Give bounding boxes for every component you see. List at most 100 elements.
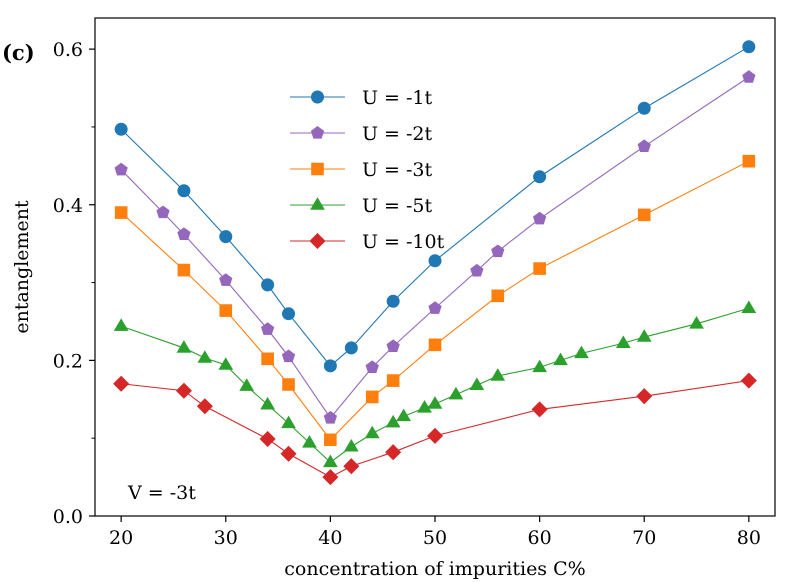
data-point-u-5t: [490, 368, 506, 381]
data-point-u-10t: [259, 430, 276, 447]
data-point-u-5t: [636, 329, 652, 342]
data-point-u-2t: [114, 162, 128, 176]
data-point-u-3t: [324, 433, 337, 447]
data-point-u-3t: [742, 154, 756, 168]
x-tick-label: 20: [109, 527, 133, 549]
data-point-u-10t: [280, 445, 297, 462]
y-tick-label: 0.2: [53, 350, 83, 372]
data-point-u-5t: [323, 454, 338, 468]
data-point-u-5t: [469, 377, 485, 391]
legend-label-u-3t: U = -3t: [362, 159, 433, 181]
legend-label-u-1t: U = -1t: [362, 87, 433, 109]
data-point-u-1t: [219, 230, 233, 244]
data-point-u-5t: [113, 318, 129, 331]
data-point-u-2t: [365, 360, 379, 374]
legend-label-u-2t: U = -2t: [362, 123, 433, 145]
series-u-3t: [114, 154, 756, 447]
data-point-u-1t: [742, 40, 756, 54]
data-point-u-2t: [532, 211, 547, 225]
data-point-u-5t: [302, 435, 317, 448]
data-point-u-10t: [426, 427, 444, 444]
x-tick-label: 40: [318, 527, 342, 549]
data-point-u-10t: [636, 388, 653, 405]
data-point-u-2t: [428, 301, 442, 314]
data-point-u-5t: [343, 438, 359, 452]
data-point-u-5t: [176, 340, 192, 353]
data-point-u-3t: [261, 352, 274, 366]
data-point-u-1t: [637, 101, 651, 115]
legend-label-u-5t: U = -5t: [362, 195, 433, 217]
data-point-u-2t: [470, 263, 484, 277]
data-point-u-2t: [742, 70, 756, 83]
axis-ticks: 20 30 40 50 60 70 80 0.0 0.2 0.4 0.6: [53, 39, 761, 549]
data-point-u-5t: [689, 316, 704, 329]
annotation-v: V = -3t: [127, 482, 196, 504]
y-tick-label: 0.4: [53, 195, 83, 217]
data-point-u-5t: [364, 425, 380, 439]
legend-label-u-10t: U = -10t: [362, 231, 445, 253]
y-axis-label: entanglement: [11, 200, 33, 334]
data-point-u-5t: [553, 352, 568, 366]
data-point-u-3t: [282, 378, 295, 391]
legend-marker-u-3t: [311, 162, 324, 176]
series-u-5t: [113, 300, 757, 468]
x-tick-label: 30: [214, 527, 238, 549]
data-point-u-10t: [531, 401, 548, 418]
series-u-1t: [114, 40, 756, 373]
data-point-u-5t: [281, 415, 296, 429]
data-point-u-10t: [385, 444, 402, 461]
data-point-u-3t: [491, 289, 505, 303]
data-point-u-10t: [113, 375, 130, 392]
data-point-u-10t: [740, 372, 757, 389]
legend-marker-u-10t: [309, 232, 326, 250]
data-point-u-10t: [343, 458, 360, 475]
data-point-u-2t: [260, 322, 275, 335]
data-point-u-10t: [322, 469, 339, 486]
data-point-u-2t: [323, 410, 338, 424]
x-tick-label: 60: [528, 527, 552, 549]
data-point-u-2t: [177, 227, 191, 240]
data-point-u-5t: [385, 414, 401, 428]
series-u-10t: [113, 372, 757, 486]
data-point-u-10t: [175, 382, 192, 399]
data-point-u-3t: [533, 262, 546, 275]
data-point-u-5t: [741, 300, 757, 314]
data-point-u-5t: [427, 396, 443, 409]
data-point-u-1t: [386, 294, 400, 308]
data-point-u-2t: [281, 349, 296, 363]
data-point-u-5t: [396, 408, 411, 422]
panel-label: (c): [2, 40, 35, 65]
plot-frame: [94, 17, 776, 517]
data-point-u-3t: [177, 263, 191, 277]
data-point-u-2t: [491, 244, 505, 258]
legend-marker-u-2t: [310, 126, 325, 139]
x-tick-label: 70: [632, 527, 656, 549]
data-point-u-1t: [344, 341, 358, 355]
legend: U = -1t U = -2t U = -3t U = -5t U = -10t: [290, 87, 445, 253]
data-point-u-1t: [114, 122, 128, 136]
data-point-u-3t: [428, 338, 442, 352]
data-point-u-1t: [261, 278, 275, 292]
data-point-u-2t: [386, 339, 400, 353]
data-point-u-10t: [196, 398, 213, 415]
data-point-u-1t: [533, 170, 547, 184]
x-axis-label: concentration of impurities C%: [284, 558, 585, 580]
data-point-u-5t: [532, 359, 547, 373]
series-u-2t: [114, 70, 756, 424]
data-point-u-3t: [219, 304, 233, 317]
data-point-u-5t: [417, 400, 432, 413]
legend-marker-u-1t: [310, 90, 324, 104]
data-point-u-2t: [219, 273, 233, 286]
x-tick-label: 80: [737, 527, 761, 549]
data-point-u-3t: [637, 208, 651, 222]
x-tick-label: 50: [423, 527, 447, 549]
data-point-u-5t: [448, 386, 464, 400]
data-point-u-2t: [637, 139, 651, 153]
data-point-u-5t: [260, 396, 275, 410]
data-point-u-3t: [365, 390, 379, 404]
y-tick-label: 0.0: [53, 506, 83, 528]
data-point-u-5t: [239, 378, 255, 391]
series-layer: [113, 40, 757, 486]
data-point-u-3t: [114, 206, 128, 219]
